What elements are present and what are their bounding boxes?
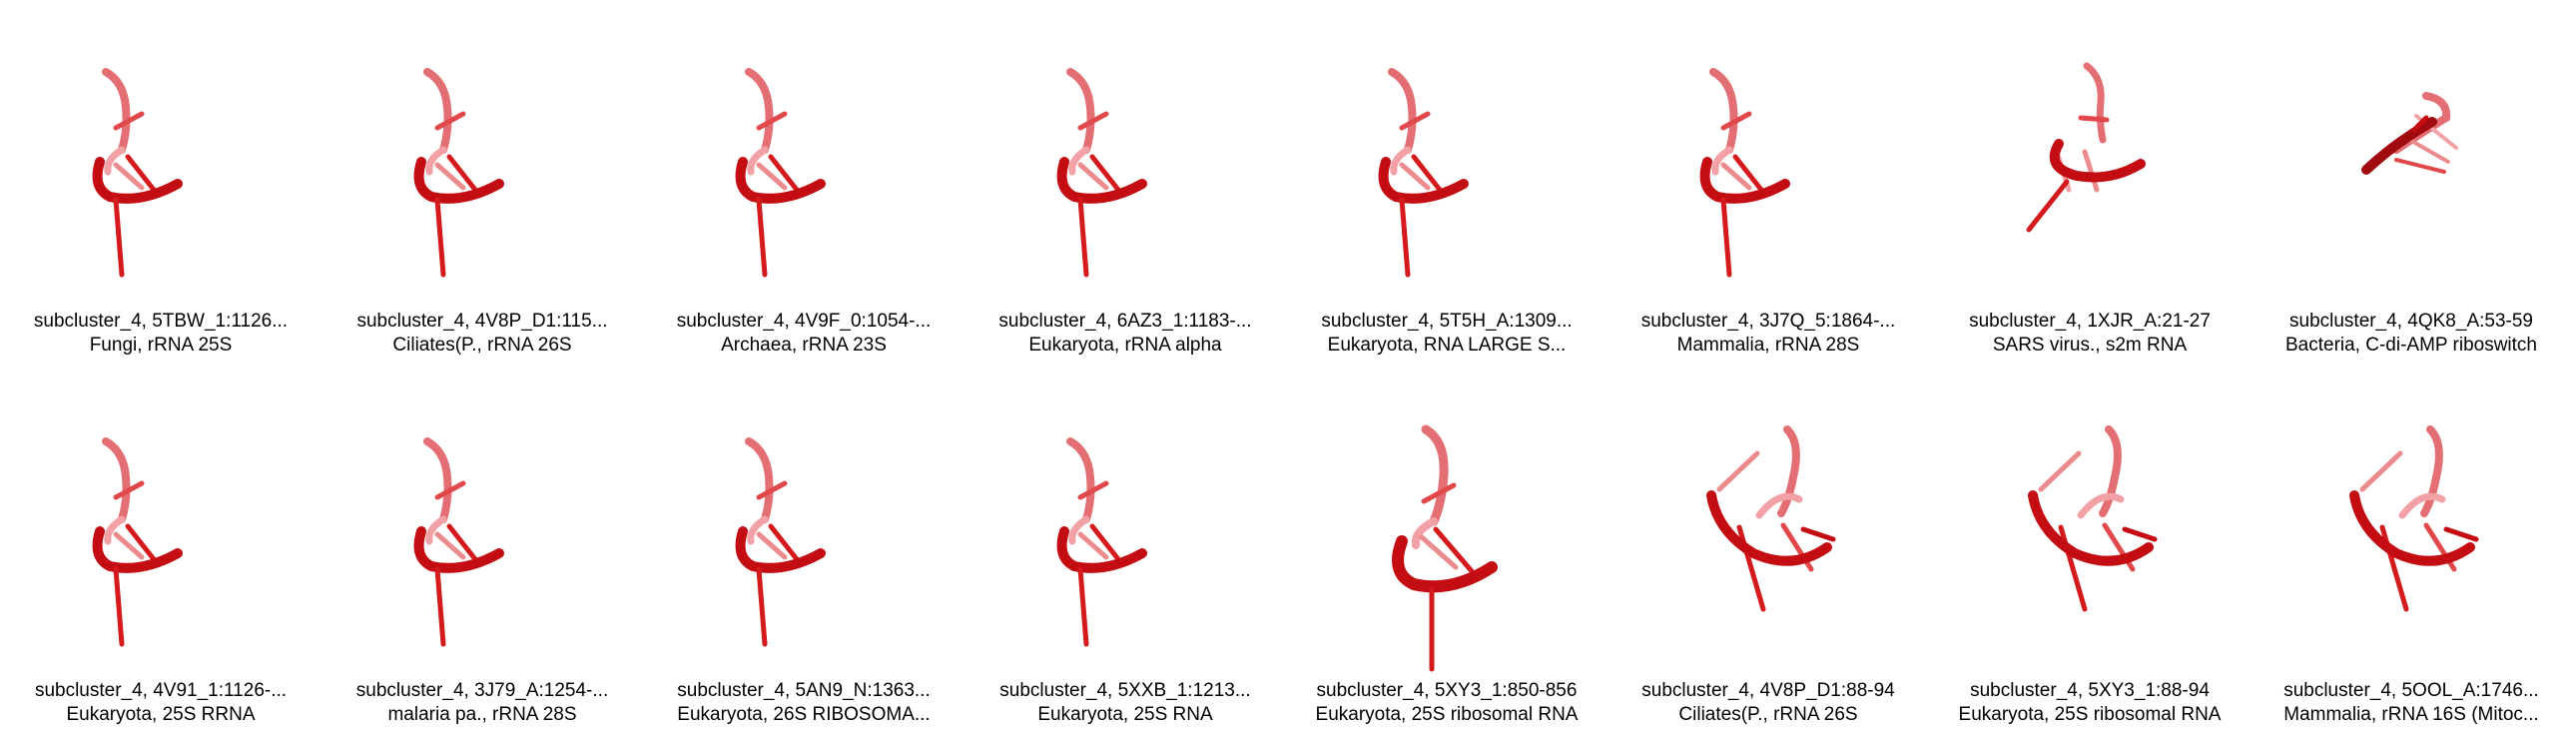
panel-subtitle: Eukaryota, 25S RRNA [0, 703, 322, 727]
panel-title: subcluster_4, 4V8P_D1:88-94 [1608, 679, 1929, 703]
rna-3d-structure-icon [729, 60, 879, 300]
panel-title: subcluster_4, 5XY3_1:88-94 [1929, 679, 2251, 703]
rna-3d-structure-icon [2015, 60, 2165, 300]
panel-title: subcluster_4, 1XJR_A:21-27 [1929, 310, 2251, 334]
structure-panel[interactable]: subcluster_4, 1XJR_A:21-27 SARS virus., s… [1929, 0, 2251, 370]
panel-subtitle: Eukaryota, 25S RNA [965, 703, 1286, 727]
panel-subtitle: Mammalia, rRNA 28S [1608, 334, 1929, 358]
panel-subtitle: Fungi, rRNA 25S [0, 334, 322, 358]
structure-panel[interactable]: subcluster_4, 5XY3_1:850-856 Eukaryota, 2… [1286, 370, 1608, 739]
panel-subtitle: Eukaryota, 26S RIBOSOMA... [643, 703, 965, 727]
panel-title: subcluster_4, 5XY3_1:850-856 [1286, 679, 1608, 703]
panel-subtitle: Eukaryota, RNA LARGE S... [1286, 334, 1608, 358]
rna-3d-structure-icon [2015, 429, 2165, 669]
structure-panel[interactable]: subcluster_4, 5TBW_1:1126... Fungi, rRNA … [0, 0, 322, 370]
rna-3d-structure-icon [1372, 429, 1522, 669]
rna-3d-structure-icon [1050, 60, 1200, 300]
structure-panel[interactable]: subcluster_4, 4V8P_D1:88-94 Ciliates(P., … [1608, 370, 1929, 739]
rna-3d-structure-icon [1050, 429, 1200, 669]
panel-title: subcluster_4, 6AZ3_1:1183-... [965, 310, 1286, 334]
structure-panel[interactable]: subcluster_4, 5XXB_1:1213... Eukaryota, 2… [965, 370, 1286, 739]
structure-panel[interactable]: subcluster_4, 3J7Q_5:1864-... Mammalia, r… [1608, 0, 1929, 370]
panel-subtitle: Ciliates(P., rRNA 26S [322, 334, 643, 358]
panel-subtitle: Eukaryota, 25S ribosomal RNA [1929, 703, 2251, 727]
structure-panel[interactable]: subcluster_4, 4V91_1:1126-... Eukaryota, … [0, 370, 322, 739]
rna-3d-structure-icon [729, 429, 879, 669]
panel-title: subcluster_4, 5AN9_N:1363... [643, 679, 965, 703]
rna-3d-structure-icon [86, 429, 236, 669]
rna-3d-structure-icon [86, 60, 236, 300]
structure-panel[interactable]: subcluster_4, 5T5H_A:1309... Eukaryota, R… [1286, 0, 1608, 370]
panel-subtitle: Archaea, rRNA 23S [643, 334, 965, 358]
structure-panel[interactable]: subcluster_4, 4V9F_0:1054-... Archaea, rR… [643, 0, 965, 370]
panel-subtitle: Eukaryota, 25S ribosomal RNA [1286, 703, 1608, 727]
rna-3d-structure-icon [407, 60, 557, 300]
panel-subtitle: Ciliates(P., rRNA 26S [1608, 703, 1929, 727]
panel-title: subcluster_4, 5T5H_A:1309... [1286, 310, 1608, 334]
panel-title: subcluster_4, 4V91_1:1126-... [0, 679, 322, 703]
structure-panel[interactable]: subcluster_4, 4QK8_A:53-59 Bacteria, C-di… [2251, 0, 2572, 370]
rna-3d-structure-icon [407, 429, 557, 669]
panel-subtitle: Bacteria, C-di-AMP riboswitch [2251, 334, 2572, 358]
rna-3d-structure-icon [2336, 60, 2486, 300]
rna-3d-structure-icon [1693, 429, 1843, 669]
panel-title: subcluster_4, 3J79_A:1254-... [322, 679, 643, 703]
rna-3d-structure-icon [1372, 60, 1522, 300]
panel-title: subcluster_4, 4V8P_D1:115... [322, 310, 643, 334]
rna-3d-structure-icon [2336, 429, 2486, 669]
structure-panel[interactable]: subcluster_4, 5XY3_1:88-94 Eukaryota, 25S… [1929, 370, 2251, 739]
structure-panel[interactable]: subcluster_4, 3J79_A:1254-... malaria pa.… [322, 370, 643, 739]
panel-subtitle: Eukaryota, rRNA alpha [965, 334, 1286, 358]
panel-title: subcluster_4, 5TBW_1:1126... [0, 310, 322, 334]
panel-title: subcluster_4, 5OOL_A:1746... [2251, 679, 2572, 703]
structure-panel[interactable]: subcluster_4, 5AN9_N:1363... Eukaryota, 2… [643, 370, 965, 739]
panel-title: subcluster_4, 4QK8_A:53-59 [2251, 310, 2572, 334]
panel-title: subcluster_4, 3J7Q_5:1864-... [1608, 310, 1929, 334]
panel-subtitle: malaria pa., rRNA 28S [322, 703, 643, 727]
panel-subtitle: Mammalia, rRNA 16S (Mitoc... [2251, 703, 2572, 727]
structure-panel[interactable]: subcluster_4, 4V8P_D1:115... Ciliates(P.,… [322, 0, 643, 370]
structure-panel[interactable]: subcluster_4, 5OOL_A:1746... Mammalia, rR… [2251, 370, 2572, 739]
panel-title: subcluster_4, 4V9F_0:1054-... [643, 310, 965, 334]
rna-3d-structure-icon [1693, 60, 1843, 300]
panel-subtitle: SARS virus., s2m RNA [1929, 334, 2251, 358]
structure-panel[interactable]: subcluster_4, 6AZ3_1:1183-... Eukaryota, … [965, 0, 1286, 370]
panel-title: subcluster_4, 5XXB_1:1213... [965, 679, 1286, 703]
